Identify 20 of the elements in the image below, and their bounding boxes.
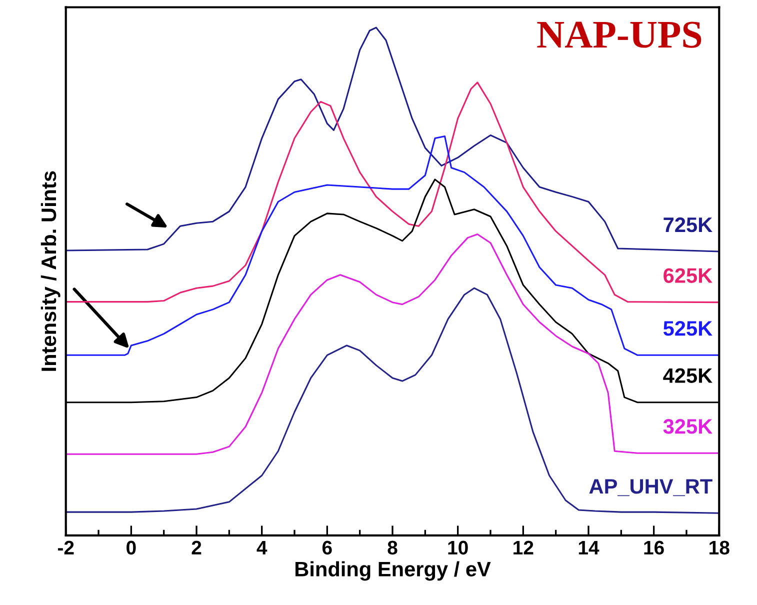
x-tick-label: 0 — [126, 540, 136, 555]
series-label: 425K — [663, 368, 712, 384]
series-label: AP_UHV_RT — [589, 479, 712, 496]
x-tick-label: 18 — [710, 540, 730, 555]
x-tick-label: 16 — [644, 540, 664, 555]
x-tick-label: 14 — [578, 541, 600, 554]
x-tick-label: 12 — [514, 540, 534, 554]
series-label: 625K — [664, 268, 712, 283]
x-tick-label: 4 — [256, 541, 268, 554]
series-label: 525K — [663, 321, 712, 336]
x-axis-title: Binding Energy / eV — [296, 561, 491, 581]
x-tick-label: 2 — [192, 540, 202, 554]
series-label: 725K — [664, 217, 712, 232]
x-tick-label: 10 — [448, 540, 468, 555]
series-label: 325K — [663, 419, 712, 434]
y-axis-title: Intensity / Arb. Uints — [40, 171, 60, 371]
x-tick-label: 8 — [388, 540, 398, 555]
x-tick-label: 6 — [322, 540, 332, 555]
x-tick-label: -2 — [58, 540, 74, 554]
chart-title: NAP-UPS — [537, 22, 702, 48]
